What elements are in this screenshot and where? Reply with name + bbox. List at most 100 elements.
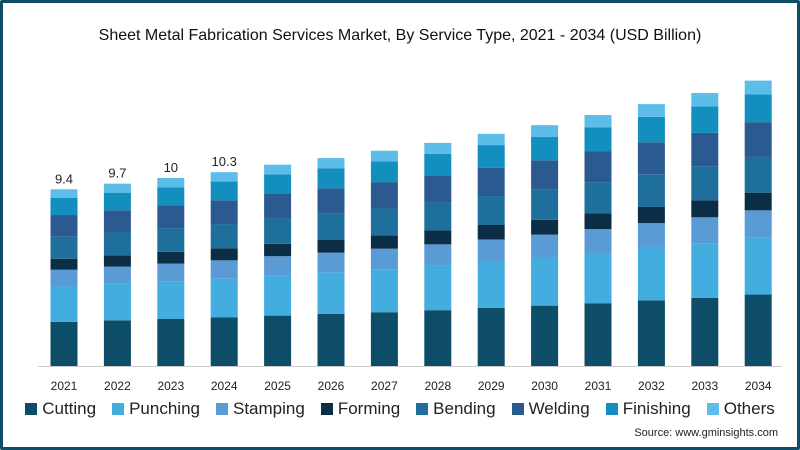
- data-label: 9.4: [55, 171, 73, 186]
- x-tick-label: 2025: [264, 379, 291, 393]
- bar-segment-bending-2029: [477, 196, 505, 225]
- bar-segment-bending-2026: [317, 213, 345, 240]
- bar-segment-welding-2028: [424, 175, 452, 203]
- bar-segment-punching-2033: [691, 243, 719, 298]
- x-tick-label: 2033: [691, 379, 718, 393]
- bar-segment-cutting-2031: [584, 303, 612, 366]
- legend-swatch: [605, 403, 618, 415]
- bar-segment-welding-2025: [264, 193, 292, 219]
- bar-segment-bending-2024: [210, 224, 238, 249]
- bar-segment-forming-2021: [50, 258, 78, 270]
- bar-segment-cutting-2024: [210, 317, 238, 366]
- bar-segment-others-2026: [317, 158, 345, 169]
- bar-segment-punching-2029: [477, 261, 505, 308]
- bar-segment-bending-2033: [691, 166, 719, 201]
- bar-segment-welding-2030: [531, 160, 559, 190]
- legend-item-others: Others: [706, 399, 775, 419]
- bar-segment-others-2031: [584, 115, 612, 128]
- x-tick-label: 2034: [745, 379, 772, 393]
- bar-segment-finishing-2022: [103, 192, 131, 211]
- legend-swatch: [215, 403, 228, 415]
- bar-segment-bending-2021: [50, 236, 78, 259]
- bar-segment-bending-2027: [370, 208, 398, 236]
- bar-segment-stamping-2021: [50, 269, 78, 287]
- bar-segment-cutting-2030: [531, 305, 559, 366]
- legend-label: Punching: [129, 399, 200, 418]
- x-tick-label: 2031: [585, 379, 612, 393]
- bar-segment-finishing-2031: [584, 127, 612, 152]
- bar-segment-finishing-2024: [210, 181, 238, 201]
- bar-segment-cutting-2034: [744, 294, 772, 366]
- x-tick-label: 2024: [211, 379, 238, 393]
- x-tick-label: 2026: [318, 379, 345, 393]
- bar-segment-stamping-2030: [531, 234, 559, 258]
- bar-segment-others-2021: [50, 189, 78, 198]
- bar-segment-forming-2033: [691, 200, 719, 218]
- x-tick-label: 2032: [638, 379, 665, 393]
- bar-segment-stamping-2028: [424, 244, 452, 266]
- bar-segment-welding-2032: [637, 142, 665, 175]
- legend-item-stamping: Stamping: [215, 399, 305, 419]
- bar-segment-forming-2022: [103, 255, 131, 267]
- bar-segment-welding-2023: [157, 205, 185, 229]
- bar-segment-forming-2034: [744, 192, 772, 211]
- bar-segment-cutting-2023: [157, 319, 185, 366]
- bar-segment-punching-2028: [424, 265, 452, 311]
- bar-segment-cutting-2032: [637, 300, 665, 366]
- bar-segment-finishing-2026: [317, 168, 345, 189]
- bar-segment-punching-2026: [317, 272, 345, 314]
- legend-label: Finishing: [622, 399, 691, 418]
- legend-label: Stamping: [232, 399, 305, 418]
- bar-segment-others-2034: [744, 80, 772, 95]
- bar-segment-stamping-2034: [744, 210, 772, 238]
- bar-segment-finishing-2029: [477, 145, 505, 168]
- bar-segment-finishing-2030: [531, 137, 559, 161]
- x-tick-label: 2021: [51, 379, 78, 393]
- bar-segment-forming-2031: [584, 213, 612, 230]
- bar-segment-bending-2028: [424, 202, 452, 231]
- bar-segment-forming-2032: [637, 206, 665, 224]
- bar-segment-others-2023: [157, 178, 185, 188]
- bar-segment-others-2025: [264, 164, 292, 175]
- legend-swatch: [320, 403, 333, 415]
- bar-segment-stamping-2026: [317, 252, 345, 273]
- x-tick-label: 2028: [424, 379, 451, 393]
- data-label: 10: [164, 160, 178, 175]
- bar-segment-welding-2026: [317, 188, 345, 214]
- legend-label: Welding: [528, 399, 590, 418]
- bar-segment-cutting-2025: [264, 315, 292, 366]
- source-text: Source: www.gminsights.com: [634, 427, 778, 439]
- legend-item-bending: Bending: [416, 399, 496, 419]
- x-tick-label: 2029: [478, 379, 505, 393]
- bar-segment-cutting-2027: [370, 312, 398, 366]
- bar-segment-forming-2029: [477, 225, 505, 240]
- bar-segment-welding-2033: [691, 132, 719, 167]
- bar-segment-finishing-2032: [637, 116, 665, 143]
- legend-swatch: [511, 403, 524, 415]
- bar-segment-welding-2034: [744, 122, 772, 157]
- bar-segment-punching-2030: [531, 257, 559, 306]
- bar-segment-finishing-2033: [691, 106, 719, 133]
- bar-segment-cutting-2026: [317, 313, 345, 366]
- bar-segment-others-2022: [103, 183, 131, 193]
- bar-segment-welding-2021: [50, 215, 78, 237]
- x-tick-label: 2022: [104, 379, 131, 393]
- bar-segment-stamping-2022: [103, 266, 131, 284]
- bar-segment-punching-2023: [157, 281, 185, 319]
- bar-segment-welding-2027: [370, 182, 398, 209]
- x-tick-label: 2027: [371, 379, 398, 393]
- bar-segment-stamping-2025: [264, 256, 292, 276]
- bar-segment-punching-2024: [210, 278, 238, 318]
- bar-segment-cutting-2033: [691, 297, 719, 366]
- bar-segment-punching-2027: [370, 269, 398, 313]
- legend-label: Others: [723, 399, 775, 418]
- legend-item-cutting: Cutting: [25, 399, 96, 419]
- bar-segment-finishing-2034: [744, 94, 772, 123]
- bar-segment-bending-2022: [103, 232, 131, 256]
- bar-segment-stamping-2029: [477, 239, 505, 262]
- bar-segment-stamping-2032: [637, 223, 665, 248]
- bar-segment-finishing-2023: [157, 187, 185, 206]
- bar-segment-stamping-2027: [370, 248, 398, 270]
- bar-segment-others-2032: [637, 104, 665, 117]
